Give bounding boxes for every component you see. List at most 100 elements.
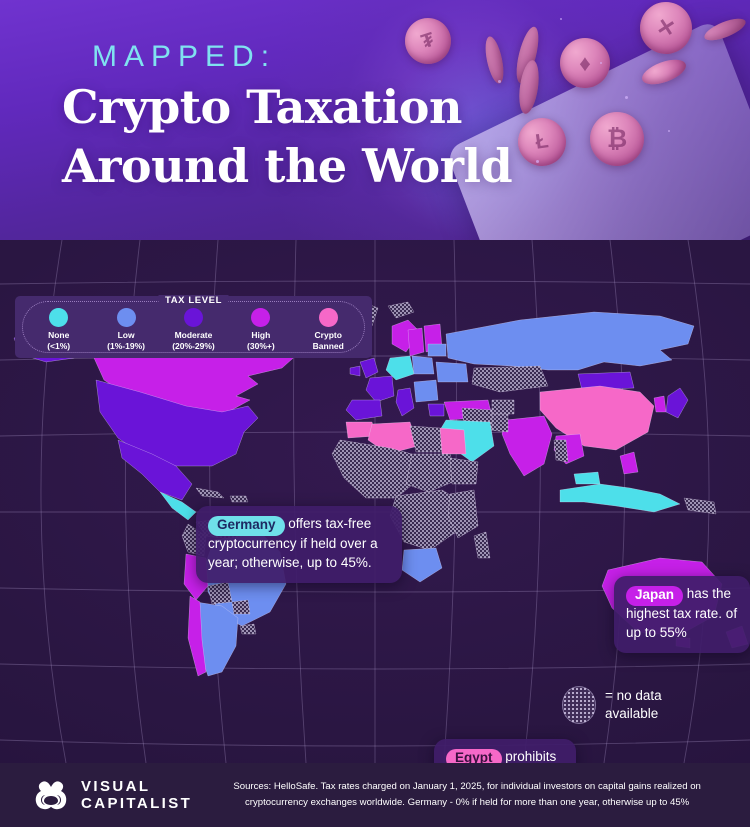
legend-range-high: (30%+) bbox=[247, 341, 275, 352]
country-bolivia bbox=[207, 581, 233, 605]
logo-wordmark: VISUAL CAPITALIST bbox=[81, 778, 192, 813]
country-ukraine bbox=[435, 361, 469, 383]
legend-swatch-moderate bbox=[183, 308, 203, 327]
country-japan bbox=[665, 387, 689, 419]
eyebrow-label: MAPPED: bbox=[92, 40, 277, 73]
ethereum-coin: ♦ bbox=[560, 38, 610, 88]
no-data-line-1: = no data bbox=[605, 688, 662, 704]
no-data-swatch-icon bbox=[562, 686, 596, 724]
country-italy bbox=[395, 387, 415, 417]
legend-item-banned[interactable]: Crypto Banned bbox=[296, 308, 360, 352]
country-greece bbox=[427, 403, 445, 417]
callout-japan[interactable]: Japan has the highest tax rate. of up to… bbox=[614, 576, 750, 653]
country-china bbox=[539, 385, 655, 451]
legend-panel[interactable]: TAX LEVEL None (<1%) Low (1%-19%) Modera… bbox=[15, 295, 372, 358]
tether-coin: ₮ bbox=[399, 12, 457, 70]
legend-label-none: None bbox=[48, 330, 70, 340]
country-ireland bbox=[349, 365, 361, 377]
callout-germany-text: offers tax-free cryptocurrency if held o… bbox=[208, 516, 378, 570]
footer-bar: VISUAL CAPITALIST Sources: HelloSafe. Ta… bbox=[0, 763, 750, 827]
country-thailand bbox=[553, 439, 569, 463]
legend-item-none[interactable]: None (<1%) bbox=[27, 308, 91, 352]
country-paraguay bbox=[231, 599, 251, 615]
country-afghanistan bbox=[491, 399, 515, 415]
country-mexico bbox=[117, 439, 193, 501]
page-title: Crypto Taxation Around the World bbox=[62, 78, 513, 197]
country-madagascar bbox=[473, 531, 491, 559]
sparkle bbox=[625, 96, 628, 99]
title-line-1: Crypto Taxation bbox=[62, 80, 462, 134]
sparkle bbox=[498, 80, 501, 83]
legend-item-moderate[interactable]: Moderate (20%-29%) bbox=[161, 308, 225, 352]
legend-item-high[interactable]: High (30%+) bbox=[229, 308, 293, 352]
callout-germany-pill: Germany bbox=[208, 516, 285, 536]
country-uruguay bbox=[239, 623, 257, 635]
no-data-key: = no data available bbox=[562, 686, 662, 724]
no-data-text: = no data available bbox=[605, 687, 662, 723]
country-france bbox=[365, 375, 395, 403]
country-cuba bbox=[195, 487, 225, 499]
country-indonesia bbox=[559, 483, 681, 513]
logo-line-1: VISUAL bbox=[81, 777, 151, 795]
sparkle bbox=[668, 130, 670, 132]
legend-item-low[interactable]: Low (1%-19%) bbox=[94, 308, 158, 352]
no-data-line-2: available bbox=[605, 706, 659, 721]
legend-swatch-low bbox=[116, 308, 136, 327]
country-caribbean bbox=[229, 495, 249, 503]
country-hornafrica bbox=[449, 457, 479, 485]
coin-edge-right bbox=[701, 14, 749, 45]
sparkle bbox=[600, 62, 602, 64]
legend-range-low: (1%-19%) bbox=[107, 341, 145, 352]
callout-egypt-pill: Egypt bbox=[446, 749, 502, 763]
legend-range-none: (<1%) bbox=[47, 341, 71, 352]
bitcoin-coin: ₿ bbox=[590, 112, 644, 166]
country-png bbox=[683, 497, 717, 515]
world-map[interactable]: Germany offers tax-free cryptocurrency i… bbox=[0, 240, 750, 763]
country-philippines bbox=[619, 451, 639, 475]
callout-egypt-text: prohibits cryptocurrencies under Islamic… bbox=[505, 749, 557, 763]
binoculars-logo-icon bbox=[35, 781, 67, 810]
logo-line-2: CAPITALIST bbox=[81, 795, 193, 812]
legend-title: TAX LEVEL bbox=[158, 295, 229, 306]
header-banner: ₮ ✕ ♦ Ł ₿ MAPPED: Crypto Taxation Around… bbox=[0, 0, 750, 240]
country-algeria bbox=[367, 421, 419, 455]
country-chile bbox=[187, 595, 207, 677]
country-uk bbox=[359, 357, 379, 379]
callout-germany[interactable]: Germany offers tax-free cryptocurrency i… bbox=[196, 506, 402, 583]
country-germany bbox=[385, 355, 415, 381]
sparkle bbox=[560, 18, 562, 20]
country-baltics bbox=[427, 343, 447, 357]
legend-swatch-banned bbox=[318, 308, 338, 327]
country-mongolia bbox=[577, 371, 635, 391]
country-iceland bbox=[387, 301, 415, 319]
callout-egypt[interactable]: Egypt prohibits cryptocurrencies under I… bbox=[434, 739, 576, 763]
sources-line-2: cryptocurrency exchanges worldwide. Germ… bbox=[245, 797, 690, 808]
country-centralamerica bbox=[159, 491, 197, 521]
country-libya bbox=[409, 425, 443, 453]
legend-label-high: High bbox=[251, 330, 271, 340]
sources-line-1: Sources: HelloSafe. Tax rates charged on… bbox=[233, 781, 701, 793]
legend-range-moderate: (20%-29%) bbox=[172, 341, 215, 352]
country-sahel bbox=[405, 453, 459, 493]
legend-label-low: Low bbox=[117, 330, 135, 340]
legend-label-moderate: Moderate bbox=[174, 330, 213, 340]
sparkle bbox=[536, 160, 539, 163]
country-malaysia bbox=[573, 471, 601, 485]
country-spain bbox=[345, 399, 383, 421]
callout-japan-text: has the highest tax rate. of up to 55% bbox=[626, 586, 738, 640]
country-india bbox=[501, 415, 553, 477]
legend-range-banned: Banned bbox=[312, 341, 344, 352]
country-poland bbox=[411, 355, 435, 375]
country-balkans bbox=[413, 379, 439, 403]
country-kazakhstan bbox=[471, 365, 549, 393]
visual-capitalist-logo[interactable]: VISUAL CAPITALIST bbox=[30, 778, 192, 813]
country-koreas bbox=[653, 395, 667, 413]
sources-note: Sources: HelloSafe. Tax rates charged on… bbox=[192, 779, 750, 810]
legend-swatch-none bbox=[49, 308, 69, 327]
country-sweden bbox=[407, 327, 425, 357]
legend-items: None (<1%) Low (1%-19%) Moderate (20%-29… bbox=[25, 308, 362, 352]
country-southafrica bbox=[401, 547, 443, 583]
country-usa bbox=[95, 379, 259, 467]
country-russia bbox=[445, 311, 695, 371]
